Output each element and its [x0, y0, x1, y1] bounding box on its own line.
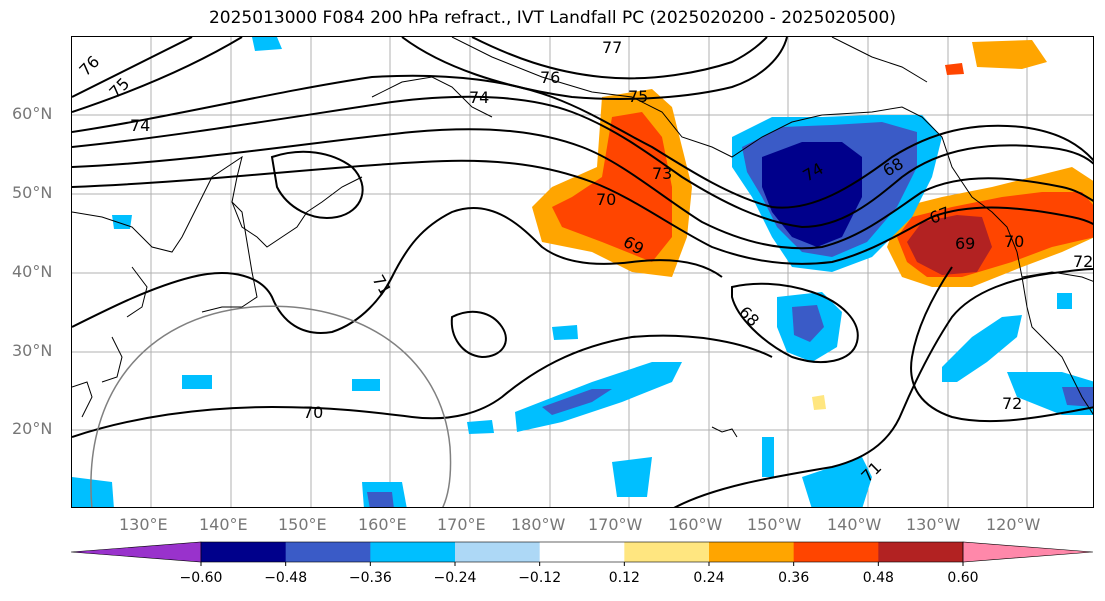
colorbar-bin	[285, 542, 371, 562]
colorbar-tick-label: 0.48	[863, 570, 894, 586]
colorbar-tick-label: −0.60	[180, 570, 223, 586]
reference-circle	[90, 305, 452, 507]
lon-label: 150°E	[278, 515, 327, 534]
lon-label: 130°W	[906, 515, 961, 534]
lon-label: 170°E	[437, 515, 486, 534]
colorbar-tick-label: −0.48	[264, 570, 307, 586]
map-canvas: 76 75 74 74 77 76 75 73 70 69 74 68 67 6…	[72, 37, 1093, 507]
colorbar-bin	[878, 542, 964, 562]
colorbar-bin	[709, 542, 795, 562]
lon-label: 140°E	[199, 515, 248, 534]
negative-anomaly-shading	[72, 37, 1093, 507]
colorbar-bin	[370, 542, 456, 562]
lat-label: 50°N	[12, 183, 53, 202]
contour-label: 74	[469, 88, 489, 107]
lon-label: 160°E	[358, 515, 407, 534]
refractivity-contours	[72, 37, 1093, 507]
colorbar-tick-label: 0.24	[693, 570, 724, 586]
colorbar-tick-label: −0.24	[434, 570, 477, 586]
contour-label: 69	[955, 234, 975, 253]
contour-label: 76	[75, 52, 103, 80]
colorbar-bin	[539, 542, 625, 562]
lon-label: 140°W	[827, 515, 882, 534]
colorbar-bin	[201, 542, 287, 562]
colorbar-extend-low	[70, 541, 202, 563]
colorbar-tick-label: −0.12	[518, 570, 561, 586]
colorbar-bin	[455, 542, 541, 562]
lon-label: 130°E	[119, 515, 168, 534]
map-panel: 76 75 74 74 77 76 75 73 70 69 74 68 67 6…	[71, 36, 1094, 508]
colorbar-tick-label: 0.12	[609, 570, 640, 586]
lon-label: 170°W	[588, 515, 643, 534]
contour-label: 71	[369, 272, 396, 299]
colorbar: −0.60 −0.48 −0.36 −0.24 −0.12 0.12 0.24 0.36 0.4…	[70, 541, 1094, 586]
lon-label: 150°W	[747, 515, 802, 534]
colorbar-bin	[793, 542, 879, 562]
lat-label: 30°N	[12, 341, 53, 360]
contour-label: 70	[596, 190, 616, 209]
contour-label: 72	[1002, 394, 1022, 413]
colorbar-segments	[70, 541, 1094, 563]
contour-label: 74	[130, 116, 150, 135]
contour-label: 70	[1004, 232, 1024, 251]
lat-label: 60°N	[12, 104, 53, 123]
contour-label: 75	[628, 87, 648, 106]
coastlines	[72, 37, 1093, 438]
contour-label: 73	[652, 164, 672, 183]
lat-label: 40°N	[12, 262, 53, 281]
contour-label: 72	[1073, 252, 1093, 271]
colorbar-outline	[200, 541, 964, 563]
lat-label: 20°N	[12, 419, 53, 438]
colorbar-ticks: −0.60 −0.48 −0.36 −0.24 −0.12 0.12 0.24 0.36 0.4…	[180, 562, 979, 586]
figure-title: 2025013000 F084 200 hPa refract., IVT La…	[208, 8, 896, 28]
colorbar-tick-label: 0.60	[947, 570, 978, 586]
contour-label: 76	[540, 68, 560, 87]
colorbar-bin	[624, 542, 710, 562]
colorbar-tick-label: 0.36	[778, 570, 809, 586]
contour-label: 70	[303, 403, 323, 422]
colorbar-extend-high	[962, 541, 1094, 563]
lon-label: 160°W	[668, 515, 723, 534]
lon-label: 180°W	[511, 515, 566, 534]
lon-label: 120°W	[986, 515, 1041, 534]
colorbar-tick-label: −0.36	[349, 570, 392, 586]
contour-label: 77	[602, 38, 622, 57]
contour-label: 68	[735, 302, 763, 330]
